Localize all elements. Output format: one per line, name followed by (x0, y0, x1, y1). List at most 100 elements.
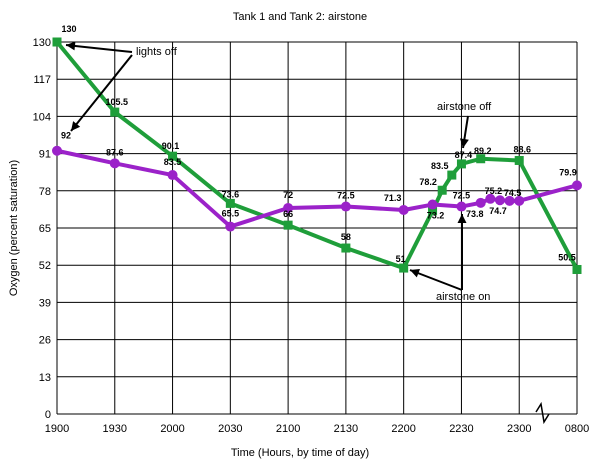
arrow-lights-off-1-shaft (65, 44, 133, 53)
y-tick-label: 117 (33, 74, 51, 86)
series-2-point (572, 180, 582, 191)
data-label: 79.9 (559, 167, 577, 177)
x-tick-label: 2130 (334, 423, 358, 435)
series-1-point (52, 37, 62, 47)
y-tick-label: 26 (39, 335, 51, 347)
chart-title: Tank 1 and Tank 2: airstone (233, 11, 367, 23)
data-label: 72 (283, 190, 293, 200)
series-2-point (398, 204, 409, 215)
series-1-point (283, 220, 293, 230)
y-tick-label: 130 (33, 37, 51, 49)
data-label: 65.5 (222, 209, 240, 219)
series-2-point (456, 201, 467, 212)
data-label: 75.2 (485, 186, 503, 196)
arrow-lights-off-2-head (71, 121, 81, 131)
x-tick-label: 2030 (218, 423, 242, 435)
series-1-point (399, 263, 409, 273)
grid (56, 41, 578, 415)
annotation-airstone-on: airstone on (436, 291, 490, 303)
data-label: 71.3 (384, 193, 402, 203)
series-1-point (476, 154, 486, 164)
series-layer (52, 37, 582, 274)
x-tick-label: 1930 (103, 423, 127, 435)
data-label: 50.5 (558, 252, 576, 262)
data-label: 73.6 (222, 189, 240, 199)
series-2-point (475, 197, 486, 208)
series-1-point (456, 159, 466, 169)
x-tick-label: 2230 (449, 423, 473, 435)
data-label: 78.2 (419, 177, 437, 187)
series-1-point (225, 198, 235, 208)
series-2-point (225, 221, 236, 232)
data-label: 51 (396, 254, 406, 264)
data-label: 74.7 (489, 206, 507, 216)
series-2-point (52, 145, 62, 156)
x-tick-label: 0800 (565, 423, 589, 435)
y-axis-ticks: 0 13 26 39 52 65 78 91 104 117 130 (33, 37, 51, 421)
y-tick-label: 13 (39, 372, 51, 384)
series-1-point (447, 170, 457, 180)
x-axis-ticks: 1900 1930 2000 2030 2100 2130 2200 2230 2300 0800 (45, 423, 589, 435)
series-2-point (109, 158, 120, 169)
data-label: 130 (61, 24, 76, 34)
arrow-airstone-on-left-head (410, 269, 421, 278)
data-label: 83.5 (431, 161, 449, 171)
data-label: 72.5 (453, 191, 471, 201)
x-tick-label: 2000 (160, 423, 184, 435)
annotation-airstone-off: airstone off (437, 101, 492, 113)
series-1-point (428, 206, 438, 216)
data-label: 83.5 (164, 157, 182, 167)
annotation-arrows (65, 41, 469, 291)
y-tick-label: 39 (39, 297, 51, 309)
y-axis-label: Oxygen (percent saturation) (8, 160, 20, 296)
arrow-airstone-on-up-head (457, 214, 467, 223)
arrow-lights-off-2-shaft (70, 54, 133, 132)
data-label: 72.5 (337, 191, 355, 201)
y-tick-label: 0 (45, 409, 51, 421)
x-tick-label: 2100 (276, 423, 300, 435)
y-tick-label: 65 (39, 223, 51, 235)
data-label: 90.1 (162, 141, 180, 151)
x-axis-label: Time (Hours, by time of day) (231, 447, 369, 459)
series-1-point (341, 243, 351, 253)
annotation-lights-off: lights off (136, 46, 178, 58)
series-2-point (494, 195, 505, 206)
y-tick-label: 91 (39, 149, 51, 161)
annotations: lights off airstone off airstone on (136, 46, 492, 303)
data-label: 105.5 (106, 97, 129, 107)
data-label: 89.2 (474, 146, 492, 156)
series-2-point (283, 202, 294, 213)
arrow-lights-off-1-head (66, 41, 76, 51)
series-1-point (110, 107, 120, 117)
series-1-point (572, 264, 582, 274)
data-labels: 130 105.5 90.1 73.6 66 58 51 78.2 83.5 87.4 89.2 88… (61, 24, 577, 264)
x-tick-label: 2200 (391, 423, 415, 435)
x-tick-label: 2300 (507, 423, 531, 435)
series-1-point (168, 151, 178, 161)
data-label: 58 (341, 232, 351, 242)
data-label: 66 (283, 209, 293, 219)
series-2-point (167, 170, 178, 181)
series-1-point (437, 185, 447, 195)
data-label: 73.8 (466, 209, 484, 219)
y-tick-label: 78 (39, 186, 51, 198)
series-1-point (514, 155, 524, 165)
series-2-point (514, 195, 525, 206)
series-line-1 (55, 40, 579, 271)
data-label: 92 (61, 131, 71, 141)
y-tick-label: 104 (33, 111, 51, 123)
series-2-point (485, 193, 496, 204)
series-2-point (427, 199, 438, 210)
y-tick-label: 52 (39, 260, 51, 272)
x-tick-label: 1900 (45, 423, 69, 435)
series-2-point (504, 195, 515, 206)
axis-break-mark (535, 401, 550, 425)
data-label: 87.6 (106, 147, 124, 157)
series-2-point (340, 201, 351, 212)
data-label: 73.2 (427, 211, 445, 221)
arrow-airstone-off-head (459, 138, 469, 148)
data-label: 87.4 (455, 150, 473, 160)
data-label: 88.6 (513, 144, 531, 154)
arrow-airstone-on-left-shaft (409, 269, 463, 291)
